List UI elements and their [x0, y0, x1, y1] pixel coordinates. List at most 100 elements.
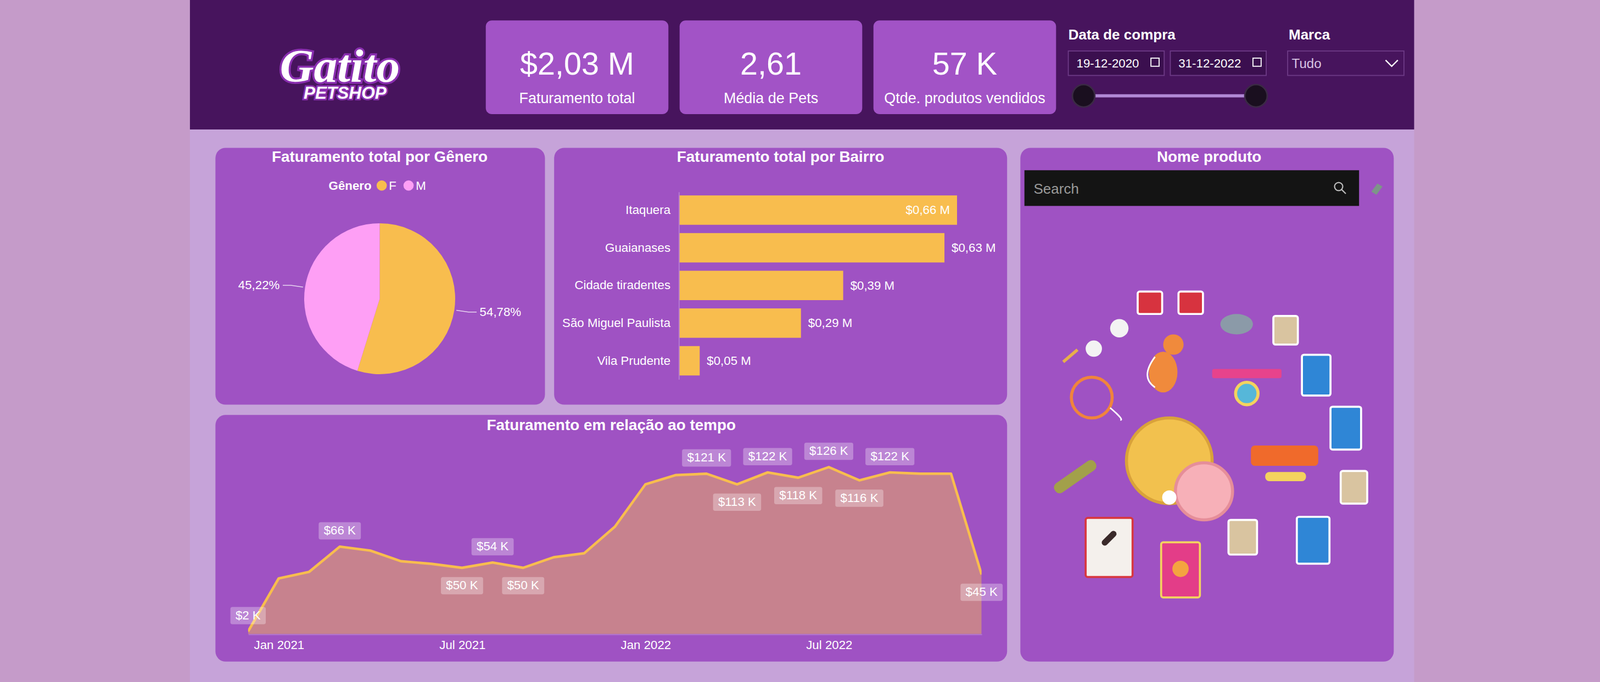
product-ball[interactable]: [1175, 463, 1233, 521]
date-input-text[interactable]: 19-12-2020: [1076, 56, 1140, 71]
data-label: $122 K: [870, 449, 910, 464]
product-treats[interactable]: [1085, 518, 1133, 578]
line-panel: [215, 415, 1008, 663]
data-label-group: $66 K: [318, 522, 361, 541]
product-bag[interactable]: [1228, 520, 1257, 556]
product-item[interactable]: [1110, 319, 1129, 338]
calendar-icon[interactable]: [1252, 58, 1262, 67]
data-label: $113 K: [718, 495, 757, 509]
product-can-label[interactable]: [1172, 561, 1189, 578]
kpi-card-background: [679, 20, 863, 115]
product-collar[interactable]: [1212, 369, 1282, 379]
product-bag[interactable]: [1330, 406, 1362, 450]
product-bone[interactable]: [1100, 529, 1118, 548]
legend-label: M: [415, 178, 427, 193]
kpi-card: 2,61Média de Pets: [679, 20, 863, 115]
product-bag[interactable]: [1273, 316, 1299, 345]
kpi-value: 57 K: [932, 46, 998, 82]
legend-label: F: [388, 178, 397, 193]
data-label-group: $118 K: [774, 487, 823, 505]
product-bone[interactable]: [1052, 458, 1099, 496]
search-placeholder[interactable]: Search: [1033, 180, 1079, 198]
tick: Jan 2021: [254, 634, 305, 653]
product-bag[interactable]: [1340, 471, 1368, 504]
data-label-group: $121 K: [681, 449, 731, 468]
line: [248, 467, 982, 632]
product-can[interactable]: [1161, 542, 1201, 598]
product-tag[interactable]: [1162, 490, 1177, 506]
legend-title: Gênero: [328, 178, 372, 193]
search-icon[interactable]: [1334, 182, 1344, 192]
bar: [678, 195, 958, 226]
search-icon[interactable]: [1341, 189, 1346, 194]
tick-label: Itaquera: [625, 203, 671, 217]
date-input[interactable]: 31-12-2022: [1170, 51, 1267, 76]
dashboard-canvas: [189, 0, 1415, 682]
calendar-icon[interactable]: [1150, 58, 1160, 67]
tick: Jul 2022: [806, 634, 853, 653]
tick: Guaianases: [605, 241, 679, 255]
clear-icon[interactable]: [1371, 183, 1383, 195]
data-label-box: [713, 493, 762, 512]
bar: [678, 233, 945, 264]
product-mouse[interactable]: [1220, 314, 1253, 335]
product-item[interactable]: [1085, 340, 1102, 358]
brand-dropdown-text[interactable]: Tudo: [1291, 56, 1322, 71]
data-label-group: $50 K: [501, 577, 545, 596]
kpi-card: $2,03 MFaturamento total: [485, 20, 669, 115]
date-slider-track[interactable]: [1083, 94, 1257, 98]
data-label: $122 K: [748, 449, 788, 464]
date-input-box[interactable]: [1068, 51, 1165, 76]
legend: Gênero F M: [328, 178, 427, 193]
product-bag[interactable]: [1296, 517, 1330, 564]
brand-filter: MarcaTudo: [1287, 26, 1404, 76]
data-label: $0,05 M: [706, 354, 752, 368]
x-axis: Jan 2021Jul 2021Jan 2022Jul 2022: [248, 634, 983, 653]
product-toy[interactable]: [1235, 382, 1258, 406]
product-collar[interactable]: [1071, 377, 1112, 418]
product-leash[interactable]: [1110, 407, 1122, 421]
data-label-box: [804, 443, 854, 461]
data-label-box: [440, 577, 484, 596]
kpi-card: 57 KQtde. produtos vendidos: [873, 20, 1057, 115]
legend-swatch: [403, 180, 415, 192]
data-label: $118 K: [779, 488, 818, 503]
data-label: $66 K: [323, 523, 356, 538]
product-collar[interactable]: [1250, 445, 1319, 467]
product-jacket[interactable]: [1137, 291, 1163, 315]
legend-swatch: [376, 180, 388, 192]
date-slider-handle[interactable]: [1072, 84, 1095, 108]
product-item[interactable]: [1063, 349, 1078, 362]
data-label: $54 K: [476, 539, 509, 554]
panel-title: Nome produto: [1156, 148, 1262, 166]
data-label: $45 K: [965, 585, 998, 600]
product-dog[interactable]: [1162, 334, 1184, 355]
kpi-label: Média de Pets: [723, 90, 819, 107]
data-label: 54,78%: [479, 305, 522, 320]
search-input[interactable]: [1024, 170, 1359, 206]
chart-title: Faturamento em relação ao tempo: [486, 416, 736, 434]
dropdown-chevron[interactable]: [1385, 60, 1398, 67]
tick-label: Jan 2022: [621, 638, 672, 653]
axis-line: [678, 192, 680, 380]
date-input[interactable]: 19-12-2020: [1068, 51, 1165, 76]
tick: Vila Prudente: [597, 354, 679, 368]
product-bag[interactable]: [1301, 355, 1331, 396]
product-leash[interactable]: [1147, 356, 1156, 388]
data-label-group: $54 K: [471, 538, 514, 557]
search-box[interactable]: Search: [1024, 170, 1359, 206]
product-bone[interactable]: [1265, 472, 1306, 482]
bar: [678, 346, 700, 377]
logo-subtitle: PETSHOP: [303, 82, 388, 103]
tick-label: São Miguel Paulista: [562, 316, 671, 330]
date-input-box[interactable]: [1170, 51, 1267, 76]
brand-dropdown[interactable]: [1287, 51, 1404, 76]
product-jacket[interactable]: [1178, 291, 1204, 315]
date-input-text[interactable]: 31-12-2022: [1178, 56, 1241, 71]
area: [248, 467, 982, 635]
header-band: [189, 0, 1415, 130]
data-label: $0,39 M: [850, 278, 895, 293]
data-label-group: $122 K: [865, 448, 915, 466]
date-slider-handle[interactable]: [1244, 84, 1268, 108]
data-label-group: $116 K: [835, 489, 884, 508]
